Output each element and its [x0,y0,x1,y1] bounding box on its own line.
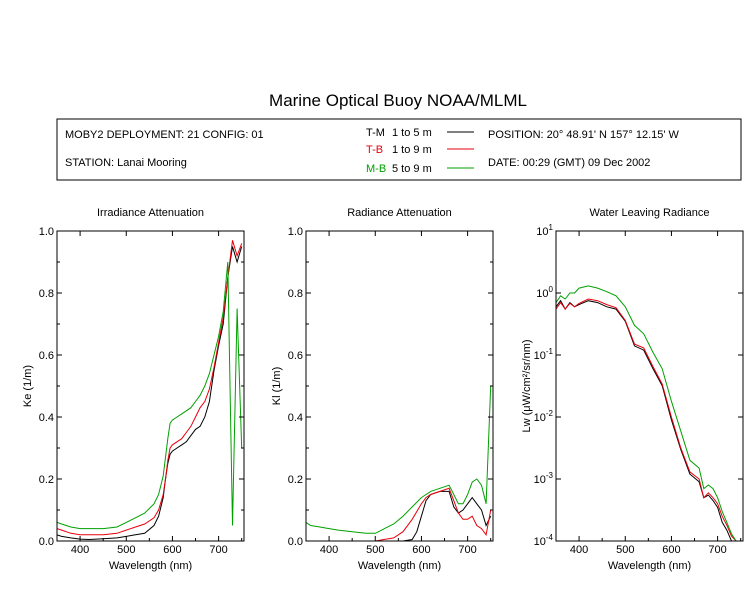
y-tick-label: 0.4 [39,412,54,424]
x-tick-label: 500 [616,544,634,556]
y-tick-label: 1.0 [39,226,54,238]
x-axis-label: Wavelength (nm) [608,560,691,572]
series-group [306,385,492,541]
y-tick-label: 0.2 [288,474,303,486]
y-axis-label: Kl (1/m) [271,367,283,406]
plot-frame [305,230,494,542]
series-line-t-b [57,240,243,536]
station-text: STATION: Lanai Mooring [65,157,187,169]
y-tick-label: 0.6 [39,350,54,362]
y-tick-label: 0.0 [288,536,303,548]
y-tick-label: 0.8 [39,288,54,300]
y-tick-label: 0.8 [288,288,303,300]
y-tick-label: 1.0 [288,226,303,238]
series-line-t-b [306,487,492,541]
x-axis-label: Wavelength (nm) [358,560,441,572]
x-tick-label: 500 [117,544,135,556]
y-tick-label: 0.6 [288,350,303,362]
date-text: DATE: 00:29 (GMT) 09 Dec 2002 [488,157,650,169]
legend-code: T-M [366,127,385,139]
deployment-text: MOBY2 DEPLOYMENT: 21 CONFIG: 01 [65,129,264,141]
series-group [57,240,243,541]
series-line-t-m [556,299,741,541]
y-axis-label: Ke (1/m) [22,365,34,407]
legend-item-t-b: T-B 1 to 9 m [366,144,474,156]
plots: Irradiance Attenuation 400 500 600 700 0.0 0.2… [22,207,744,572]
series-line-m-b [306,385,492,534]
legend-item-t-m: T-M 1 to 5 m [366,127,474,139]
legend-range: 5 to 9 m [392,163,432,175]
y-axis-label: Lw (μW/cm²/sr/nm) [521,339,533,432]
legend-range: 1 to 5 m [392,127,432,139]
y-tick-label: 10-3 [534,471,554,486]
y-tick-label: 0.2 [39,474,54,486]
x-tick-label: 600 [662,544,680,556]
chart-title: Water Leaving Radiance [589,207,709,219]
x-tick-label: 500 [366,544,384,556]
x-tick-label: 700 [458,544,476,556]
y-tick-label: 10-1 [534,347,554,362]
legend-range: 1 to 9 m [392,144,432,156]
chart-irradiance-attenuation: Irradiance Attenuation 400 500 600 700 0.0 0.2… [22,207,245,572]
x-tick-label: 700 [708,544,726,556]
plot-frame [56,230,245,542]
y-tick-label: 0.0 [39,536,54,548]
y-tick-label: 101 [536,223,553,238]
series-line-m-b [57,261,243,530]
x-tick-label: 600 [412,544,430,556]
y-tick-label: 10-2 [534,409,554,424]
plot-frame [555,230,744,542]
chart-title: Radiance Attenuation [347,207,452,219]
chart-title: Irradiance Attenuation [97,207,204,219]
series-line-t-m [393,490,492,541]
x-tick-label: 600 [163,544,181,556]
legend-code: M-B [366,163,386,175]
series-line-m-b [556,285,741,541]
legend: T-M 1 to 5 m T-B 1 to 9 m M-B 5 to 9 m [366,127,474,175]
series-line-t-m [57,246,243,541]
info-box-frame [56,118,742,181]
chart-water-leaving-radiance: Water Leaving Radiance 400 500 600 700 10-4 10… [521,207,744,572]
series-line-t-b [556,298,741,541]
x-tick-label: 400 [71,544,89,556]
y-tick-label: 0.4 [288,412,303,424]
x-tick-label: 400 [570,544,588,556]
x-axis-label: Wavelength (nm) [109,560,192,572]
chart-radiance-attenuation: Radiance Attenuation 400 500 600 700 0.0 0.2 0.… [271,207,494,572]
legend-code: T-B [366,144,383,156]
info-box: MOBY2 DEPLOYMENT: 21 CONFIG: 01 STATION:… [56,118,742,181]
page-title: Marine Optical Buoy NOAA/MLML [269,91,527,110]
x-tick-label: 400 [320,544,338,556]
position-text: POSITION: 20° 48.91' N 157° 12.15' W [488,129,680,141]
series-group [556,285,741,541]
x-tick-label: 700 [209,544,227,556]
y-tick-label: 10-4 [534,533,554,548]
y-tick-label: 100 [536,285,553,300]
legend-item-m-b: M-B 5 to 9 m [366,163,474,175]
